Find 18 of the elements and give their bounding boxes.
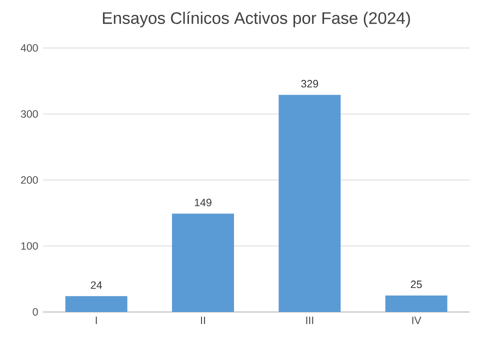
- data-label: 25: [410, 280, 422, 288]
- bar: [385, 295, 448, 312]
- data-label: 329: [301, 80, 318, 88]
- y-tick-label: 200: [21, 176, 38, 184]
- y-tick-label: 0: [32, 308, 38, 316]
- y-tick-label: 400: [20, 44, 38, 52]
- chart-title: Ensayos Clínicos Activos por Fase (2024): [102, 12, 410, 28]
- y-tick-label: 100: [21, 242, 38, 250]
- x-tick-label: IV: [412, 316, 422, 324]
- bar: [172, 214, 234, 312]
- bar: [65, 296, 128, 312]
- x-tick-label: II: [201, 316, 205, 324]
- y-tick-label: 300: [20, 110, 38, 118]
- bar: [278, 94, 341, 312]
- data-label: 24: [90, 281, 102, 289]
- x-tick-label: III: [306, 316, 314, 324]
- x-tick-label: I: [96, 316, 97, 324]
- data-label: 149: [194, 198, 212, 206]
